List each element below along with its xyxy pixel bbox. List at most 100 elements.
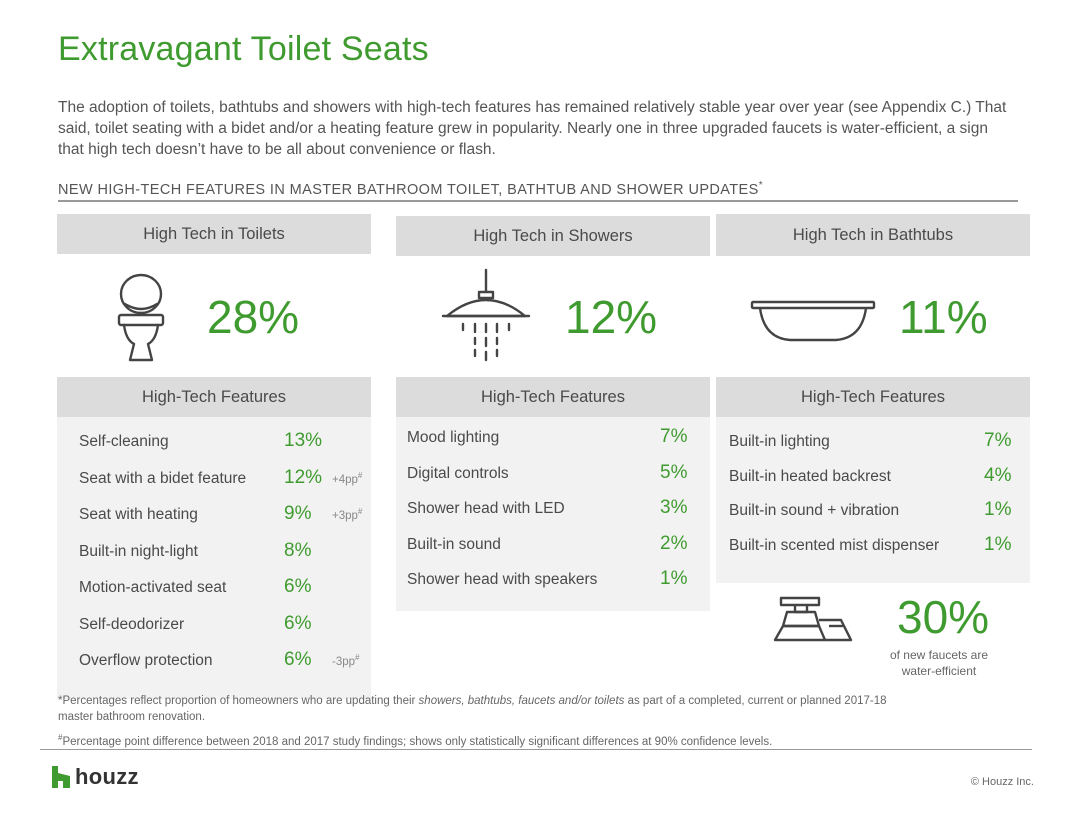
feature-percent: 5% (660, 461, 688, 483)
feature-row: Built-in lighting 7% (716, 425, 1030, 460)
footnote-2: #Percentage point difference between 201… (58, 730, 772, 750)
page-title: Extravagant Toilet Seats (58, 30, 429, 68)
feature-label: Built-in sound + vibration (729, 502, 900, 519)
feature-difference-value: +4pp (332, 473, 358, 486)
footnote-1-b: as part of a completed, current or plann… (624, 695, 887, 707)
feature-percent: 8% (284, 539, 312, 561)
showers-header: High Tech in Showers (396, 216, 710, 256)
toilets-header: High Tech in Toilets (57, 214, 371, 254)
faucet-icon (773, 596, 853, 642)
toilets-column: High Tech in Toilets (57, 214, 371, 254)
feature-percent: 2% (660, 532, 688, 554)
feature-difference: +3pp# (332, 507, 362, 522)
feature-percent: 1% (984, 499, 1012, 520)
feature-label: Digital controls (407, 464, 509, 482)
feature-percent: 12% (284, 466, 323, 488)
feature-percent: 3% (660, 497, 688, 518)
feature-percent: 6% (284, 576, 312, 597)
feature-row: Shower head with LED 3% (396, 492, 710, 528)
feature-row: Built-in sound 2% (396, 528, 710, 564)
feature-row: Built-in scented mist dispenser 1% (716, 529, 1030, 564)
faucets-caption: of new faucets are water-efficient (878, 647, 1000, 679)
feature-row: Self-deodorizer 6% (57, 608, 371, 645)
bathtubs-column: High Tech in Bathtubs (716, 214, 1030, 256)
bathtubs-header: High Tech in Bathtubs (716, 214, 1030, 256)
faucets-caption-line1: of new faucets are (889, 648, 989, 662)
feature-difference: -3pp# (332, 653, 360, 668)
showers-features: High-Tech Features Mood lighting 7% Digita… (396, 377, 710, 611)
toilets-value: 28% (207, 291, 300, 343)
feature-percent: 6% (284, 649, 312, 670)
section-title: NEW HIGH-TECH FEATURES IN MASTER BATHROO… (58, 180, 763, 198)
houzz-logo: houzz (52, 764, 139, 790)
bathtubs-features-header: High-Tech Features (716, 377, 1030, 417)
footnote-2-mark: # (58, 733, 63, 742)
feature-label: Shower head with speakers (407, 571, 598, 588)
feature-percent: 7% (660, 426, 688, 447)
feature-difference-value: +3pp (332, 509, 358, 522)
feature-label: Built-in scented mist dispenser (729, 536, 940, 554)
feature-percent: 4% (984, 464, 1012, 486)
feature-label: Built-in night-light (79, 542, 198, 560)
faucets-caption-line2: water-efficient (901, 664, 977, 678)
feature-label: Self-cleaning (79, 433, 169, 450)
footnote-2-text: Percentage point difference between 2018… (62, 735, 773, 748)
footnote-1: *Percentages reflect proportion of homeo… (58, 694, 1028, 725)
feature-percent: 1% (984, 533, 1012, 555)
feature-row: Shower head with speakers 1% (396, 563, 710, 599)
showers-value: 12% (565, 291, 658, 343)
feature-label: Seat with a bidet feature (79, 469, 247, 487)
feature-difference-mark: # (357, 470, 363, 480)
feature-label: Built-in sound (407, 535, 501, 553)
feature-row: Built-in night-light 8% (57, 535, 371, 572)
houzz-logo-icon (52, 766, 70, 788)
showers-features-header: High-Tech Features (396, 377, 710, 417)
feature-percent: 1% (660, 568, 688, 589)
feature-row: Seat with heating 9% +3pp# (57, 498, 371, 535)
footnote-1-c: master bathroom renovation. (58, 710, 206, 723)
footer-divider (40, 749, 1032, 750)
toilets-features-list: Self-cleaning 13% Seat with a bidet featur… (57, 417, 371, 699)
feature-row: Built-in sound + vibration 1% (716, 494, 1030, 529)
intro-paragraph: The adoption of toilets, bathtubs and sh… (58, 99, 1007, 158)
showers-column: High Tech in Showers (396, 216, 710, 256)
feature-row: Built-in heated backrest 4% (716, 460, 1030, 495)
faucets-value: 30% (897, 591, 990, 643)
houzz-logo-text: houzz (75, 764, 139, 789)
feature-percent: 7% (984, 430, 1012, 451)
section-divider (58, 200, 1018, 202)
toilet-icon (117, 273, 165, 362)
shower-head-icon (441, 268, 531, 362)
feature-difference-mark: # (357, 507, 363, 516)
feature-row: Overflow protection 6% -3pp# (57, 644, 371, 681)
feature-difference-mark: # (355, 653, 360, 662)
feature-label: Built-in lighting (729, 433, 830, 450)
feature-percent: 9% (284, 503, 312, 524)
copyright: © Houzz Inc. (970, 776, 1034, 788)
feature-row: Seat with a bidet feature 12% +4pp# (57, 462, 371, 499)
feature-label: Shower head with LED (407, 500, 565, 517)
feature-row: Self-cleaning 13% (57, 425, 371, 462)
feature-label: Mood lighting (407, 429, 500, 446)
feature-label: Built-in heated backrest (729, 467, 891, 485)
bathtubs-features-list: Built-in lighting 7% Built-in heated backr… (716, 417, 1030, 583)
feature-label: Self-deodorizer (79, 615, 185, 633)
toilets-features-header: High-Tech Features (57, 377, 371, 417)
toilets-features: High-Tech Features Self-cleaning 13% Seat … (57, 377, 371, 699)
feature-row: Motion-activated seat 6% (57, 571, 371, 608)
feature-label: Overflow protection (79, 652, 213, 669)
section-title-mark: * (758, 180, 764, 191)
feature-difference: +4pp# (332, 471, 362, 486)
feature-label: Seat with heating (79, 506, 198, 523)
section-title-text: NEW HIGH-TECH FEATURES IN MASTER BATHROO… (58, 181, 759, 198)
feature-percent: 6% (284, 612, 312, 634)
showers-features-list: Mood lighting 7% Digital controls 5% Shower … (396, 417, 710, 611)
footnote-1-em: showers, bathtubs, faucets and/or toilet… (418, 695, 625, 707)
feature-label: Motion-activated seat (79, 579, 227, 596)
bathtubs-value: 11% (899, 291, 988, 343)
feature-row: Digital controls 5% (396, 457, 710, 493)
feature-difference-value: -3pp (332, 655, 356, 668)
bathtubs-features: High-Tech Features Built-in lighting 7% Bu… (716, 377, 1030, 583)
feature-percent: 13% (284, 430, 323, 451)
bathtub-icon (750, 300, 876, 342)
